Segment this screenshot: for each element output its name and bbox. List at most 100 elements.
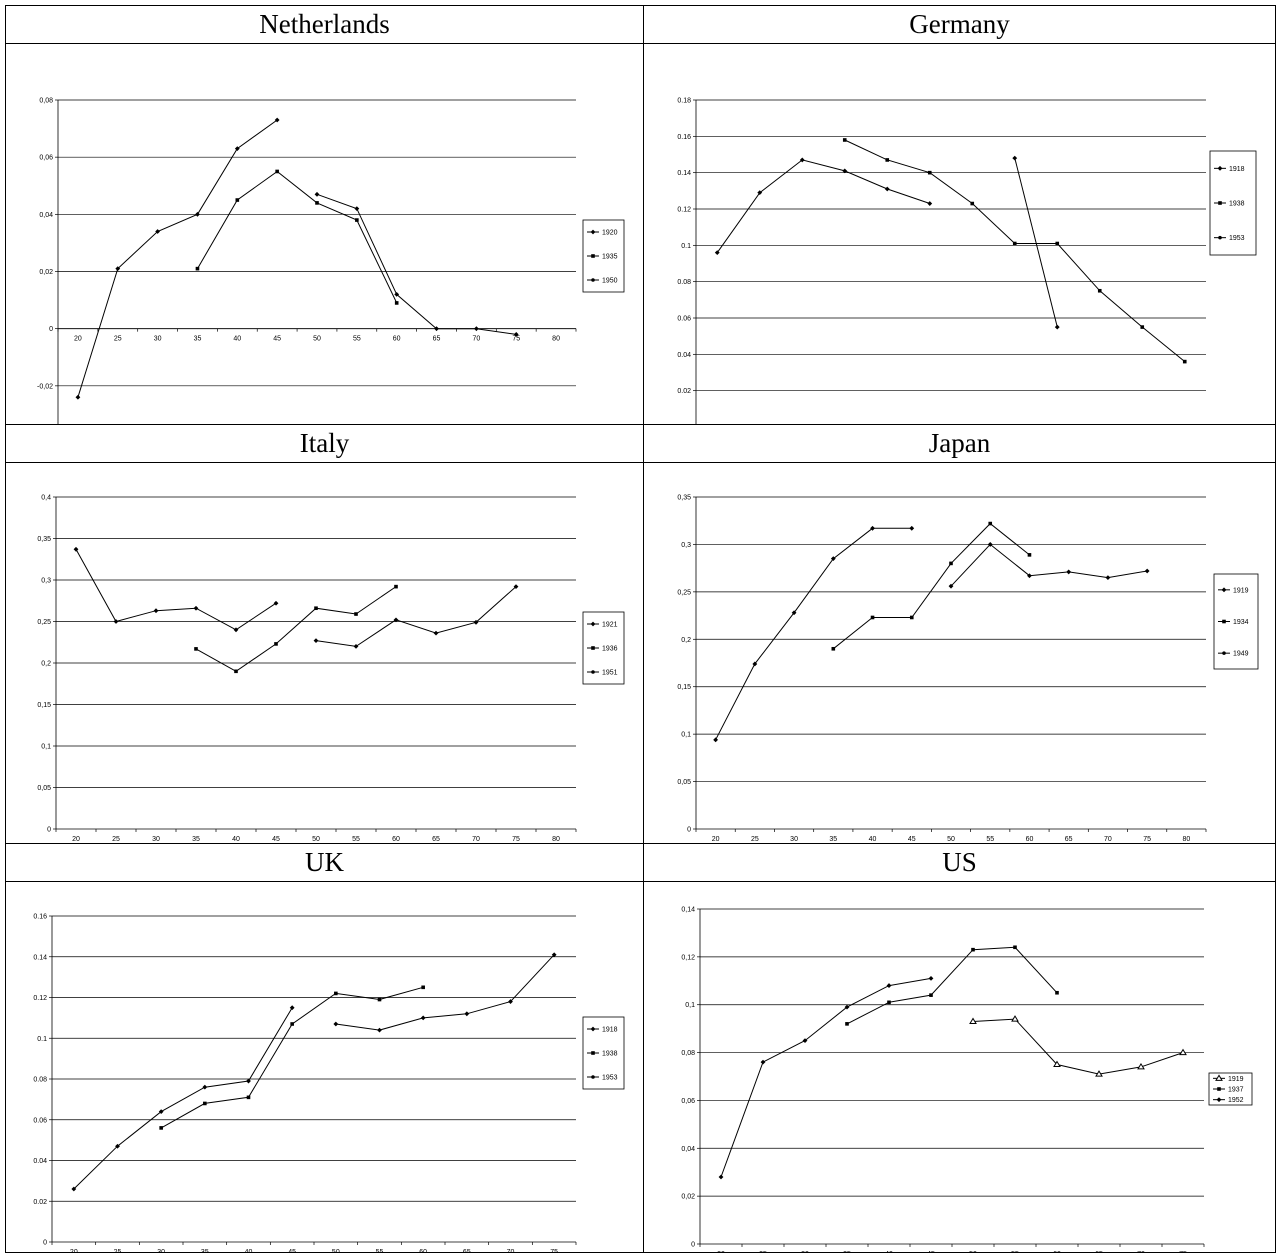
y-tick-label: 0,1 xyxy=(681,732,691,739)
legend-label: 1919 xyxy=(1228,1076,1244,1083)
data-point-1921 xyxy=(513,584,519,590)
x-tick-label: 70 xyxy=(507,1249,515,1252)
title-cell: Germany xyxy=(644,6,1276,44)
x-tick-label: 20 xyxy=(717,1251,725,1252)
data-point-1918 xyxy=(333,1021,339,1027)
data-point-1952 xyxy=(760,1059,766,1065)
legend-label: 1934 xyxy=(1233,619,1249,626)
x-tick-label: 55 xyxy=(376,1249,384,1252)
data-point-1921 xyxy=(473,619,479,625)
data-point-1919 xyxy=(948,583,954,589)
legend-label: 1951 xyxy=(602,670,618,677)
legend-marker xyxy=(590,621,596,627)
y-tick-label: 0,25 xyxy=(677,589,691,596)
data-point-1920 xyxy=(155,229,161,234)
legend-marker xyxy=(1222,619,1226,624)
legend-marker xyxy=(591,278,595,282)
x-tick-label: 80 xyxy=(1182,836,1190,843)
data-point-1920 xyxy=(75,394,81,400)
data-point-1921 xyxy=(353,644,359,649)
data-point-1936 xyxy=(234,669,238,674)
x-tick-label: 40 xyxy=(869,836,877,843)
chart-svg: -0,04-0,0200,020,040,060,082025303540455… xyxy=(37,98,625,424)
data-point-1919 xyxy=(1053,1060,1061,1068)
x-tick-label: 65 xyxy=(432,836,440,843)
y-tick-label: 0 xyxy=(47,827,51,834)
data-point-1920 xyxy=(115,266,121,272)
data-point-1920 xyxy=(394,291,400,297)
title-cell: US xyxy=(644,844,1276,882)
y-tick-label: -0,02 xyxy=(37,383,53,390)
y-tick-label: 0 xyxy=(687,827,691,834)
data-point-1919 xyxy=(1105,575,1111,581)
chart-panel-germany: 00.020.040.060.080.10.120.140.160.182025… xyxy=(644,44,1276,425)
data-point-1918 xyxy=(551,952,557,958)
data-point-1938 xyxy=(377,997,382,1002)
x-tick-label: 30 xyxy=(790,836,798,843)
chart-title: Germany xyxy=(909,9,1010,39)
series-line-1938 xyxy=(844,139,1186,362)
legend-marker xyxy=(1222,651,1226,655)
legend-label: 1919 xyxy=(1233,587,1249,594)
x-tick-label: 65 xyxy=(433,336,441,343)
data-point-1919 xyxy=(909,525,915,531)
data-point-1918 xyxy=(714,250,720,255)
chart-panel-uk: 0 0.02 0.04 0.06 0.08 0.1 0.12 0.14 0.16 20 25 30 35… xyxy=(6,882,644,1253)
data-point-1918 xyxy=(1054,324,1060,330)
x-tick-label: 55 xyxy=(353,336,361,343)
data-point-1935 xyxy=(394,301,399,305)
legend-marker xyxy=(1218,235,1222,240)
chart-title: Italy xyxy=(299,428,350,458)
y-tick-label: 0,25 xyxy=(37,619,51,626)
data-point-1919 xyxy=(791,610,797,616)
data-point-1919 xyxy=(1137,1062,1145,1070)
chart-svg: 0 0,02 0,04 0,06 0,08 0,1 0,12 0,14 20 25 30 35 40 45… xyxy=(681,907,1253,1252)
x-tick-label: 40 xyxy=(233,336,241,343)
series-line-1918 xyxy=(716,159,930,253)
y-tick-label: 0.06 xyxy=(677,316,691,323)
y-tick-label: 0 xyxy=(43,1240,47,1247)
data-point-1921 xyxy=(313,638,319,643)
legend-marker xyxy=(591,254,595,258)
x-tick-label: 40 xyxy=(885,1251,893,1252)
data-point-1920 xyxy=(274,117,280,123)
legend-label: 1935 xyxy=(602,254,618,261)
data-point-1918 xyxy=(884,186,890,192)
data-point-1919 xyxy=(1011,1015,1019,1022)
series-line-1918 xyxy=(1014,157,1058,328)
data-point-1918 xyxy=(202,1084,208,1090)
legend-label: 1953 xyxy=(1229,235,1245,242)
x-tick-label: 70 xyxy=(472,836,480,843)
data-point-1938 xyxy=(246,1095,251,1100)
legend-label: 1938 xyxy=(602,1051,618,1058)
data-point-1935 xyxy=(235,198,240,202)
data-point-1921 xyxy=(193,605,199,611)
legend-marker xyxy=(1221,587,1227,593)
data-point-1921 xyxy=(393,617,399,623)
y-tick-label: 0,15 xyxy=(37,702,51,709)
chart-panel-japan: 0 0,05 0,1 0,15 0,2 0,25 0,3 0,35 20 25 30 35 40 45 50… xyxy=(644,463,1276,844)
data-point-1935 xyxy=(315,201,319,205)
y-tick-label: 0,15 xyxy=(677,684,691,691)
data-point-1918 xyxy=(289,1005,295,1011)
data-point-1937 xyxy=(845,1022,849,1026)
x-tick-label: 50 xyxy=(313,336,321,343)
x-tick-label: 45 xyxy=(927,1251,935,1252)
x-tick-label: 75 xyxy=(1179,1251,1187,1252)
legend-marker xyxy=(591,1075,595,1079)
y-tick-label: 0.08 xyxy=(677,279,691,286)
x-tick-label: 35 xyxy=(843,1251,851,1252)
y-tick-label: 0.08 xyxy=(33,1077,47,1084)
data-point-1935 xyxy=(275,169,279,174)
y-tick-label: 0.02 xyxy=(33,1199,47,1206)
x-tick-label: 65 xyxy=(463,1249,471,1252)
series-line-1934 xyxy=(832,522,1030,650)
x-tick-label: 25 xyxy=(112,836,120,843)
legend-label: 1921 xyxy=(602,622,618,629)
legend-label: 1936 xyxy=(602,646,618,653)
data-point-1918 xyxy=(1012,155,1018,161)
data-point-1919 xyxy=(752,661,758,667)
x-tick-label: 55 xyxy=(986,836,994,843)
data-point-1952 xyxy=(928,975,934,981)
x-tick-label: 30 xyxy=(154,336,162,343)
